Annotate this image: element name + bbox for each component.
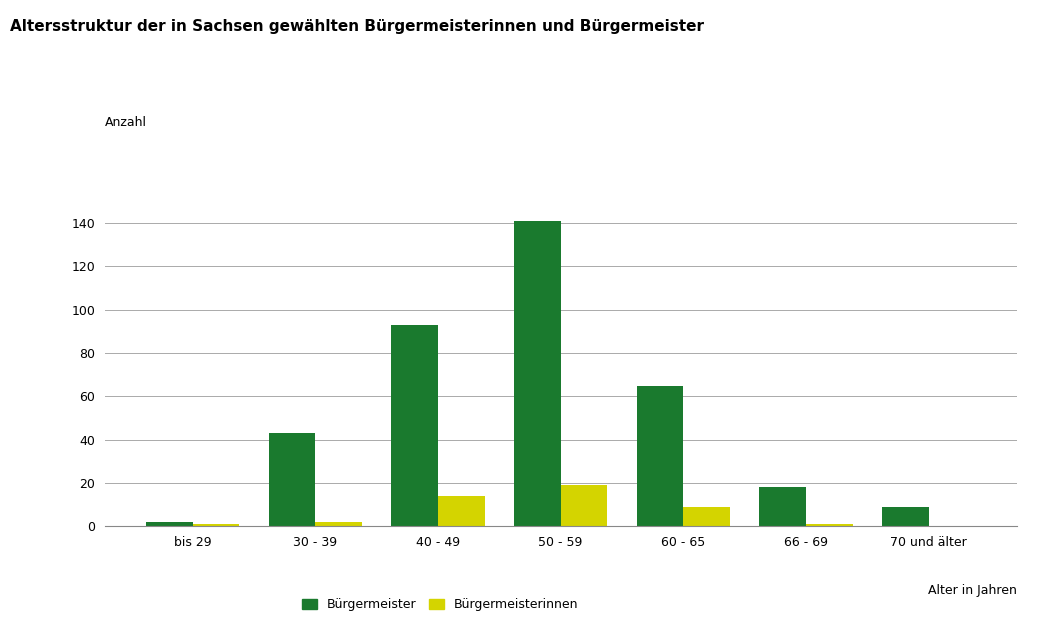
Text: Anzahl: Anzahl	[105, 116, 147, 128]
Bar	[760, 487, 806, 526]
Bar	[683, 507, 729, 526]
Legend: Bürgermeister, Bürgermeisterinnen: Bürgermeister, Bürgermeisterinnen	[297, 593, 584, 616]
Bar	[269, 433, 315, 526]
Bar	[637, 386, 683, 526]
Bar	[193, 525, 239, 526]
Bar	[147, 522, 193, 526]
Bar	[806, 525, 852, 526]
Bar	[392, 325, 438, 526]
Bar	[438, 496, 484, 526]
Bar	[561, 485, 607, 526]
Text: Altersstruktur der in Sachsen gewählten Bürgermeisterinnen und Bürgermeister: Altersstruktur der in Sachsen gewählten …	[10, 19, 704, 34]
Bar	[515, 221, 561, 526]
Bar	[315, 522, 362, 526]
Bar	[882, 507, 929, 526]
Text: Alter in Jahren: Alter in Jahren	[927, 584, 1017, 597]
